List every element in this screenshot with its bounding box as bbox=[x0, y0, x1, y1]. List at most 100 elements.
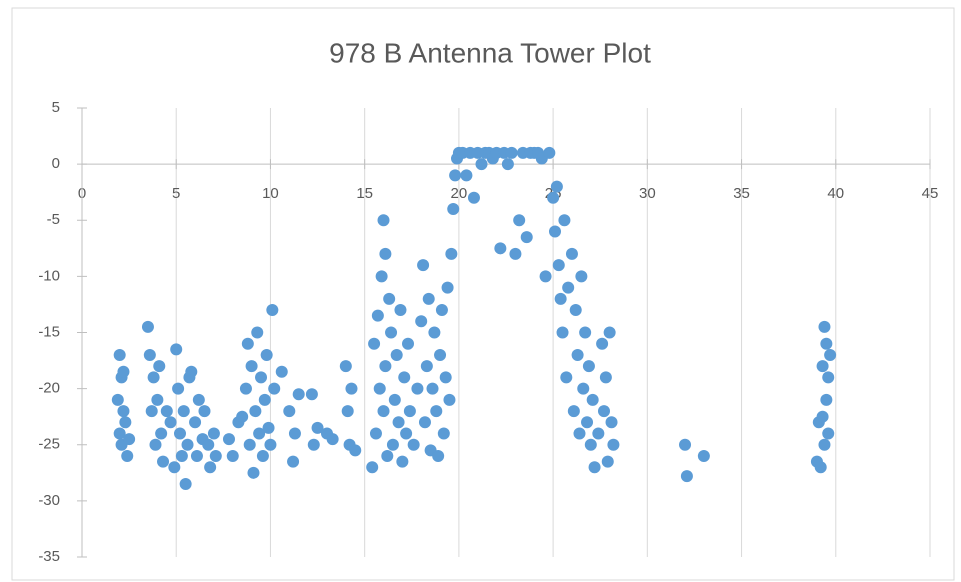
data-point bbox=[816, 360, 829, 373]
data-point bbox=[157, 455, 170, 468]
data-point bbox=[415, 315, 428, 328]
data-point bbox=[147, 371, 160, 384]
data-point bbox=[388, 393, 401, 406]
data-point bbox=[577, 382, 590, 395]
y-tick-label: -20 bbox=[38, 380, 60, 397]
data-point bbox=[422, 292, 435, 305]
data-point bbox=[543, 146, 556, 159]
data-point bbox=[467, 191, 480, 204]
data-point bbox=[588, 461, 601, 474]
data-point bbox=[258, 393, 271, 406]
data-point bbox=[371, 309, 384, 322]
data-point bbox=[447, 203, 460, 216]
data-point bbox=[305, 388, 318, 401]
data-point bbox=[155, 427, 168, 440]
data-point bbox=[434, 348, 447, 361]
data-point bbox=[247, 466, 260, 479]
data-point bbox=[245, 360, 258, 373]
data-point bbox=[190, 449, 203, 462]
data-point bbox=[379, 247, 392, 260]
data-point bbox=[818, 438, 831, 451]
data-point bbox=[239, 382, 252, 395]
data-point bbox=[373, 382, 386, 395]
data-point bbox=[366, 461, 379, 474]
data-point bbox=[679, 438, 692, 451]
data-point bbox=[816, 410, 829, 423]
data-point bbox=[407, 438, 420, 451]
data-point bbox=[558, 214, 571, 227]
data-point bbox=[177, 405, 190, 418]
data-point bbox=[241, 337, 254, 350]
data-point bbox=[520, 231, 533, 244]
data-point bbox=[121, 449, 134, 462]
data-point bbox=[822, 427, 835, 440]
data-point bbox=[307, 438, 320, 451]
data-point bbox=[164, 416, 177, 429]
data-point bbox=[113, 348, 126, 361]
data-point bbox=[170, 343, 183, 356]
data-point bbox=[375, 270, 388, 283]
data-point bbox=[439, 371, 452, 384]
data-point bbox=[369, 427, 382, 440]
y-tick-label: 0 bbox=[52, 155, 60, 172]
data-point bbox=[820, 337, 833, 350]
data-point bbox=[151, 393, 164, 406]
data-point bbox=[377, 214, 390, 227]
x-tick-label: 40 bbox=[827, 185, 844, 202]
data-point bbox=[573, 427, 586, 440]
data-point bbox=[579, 326, 592, 339]
data-point bbox=[262, 421, 275, 434]
data-point bbox=[398, 371, 411, 384]
data-point bbox=[428, 326, 441, 339]
data-point bbox=[554, 292, 567, 305]
data-point bbox=[249, 405, 262, 418]
data-point bbox=[539, 270, 552, 283]
y-tick-label: -5 bbox=[47, 211, 60, 228]
data-point bbox=[288, 427, 301, 440]
y-tick-label: 5 bbox=[52, 99, 60, 116]
data-point bbox=[396, 455, 409, 468]
data-point bbox=[149, 438, 162, 451]
data-point bbox=[820, 393, 833, 406]
data-point bbox=[822, 371, 835, 384]
data-point bbox=[394, 304, 407, 317]
y-tick-label: -25 bbox=[38, 436, 60, 453]
data-point bbox=[377, 405, 390, 418]
data-point bbox=[311, 421, 324, 434]
data-point bbox=[209, 449, 222, 462]
data-point bbox=[605, 416, 618, 429]
x-tick-label: 45 bbox=[922, 185, 939, 202]
data-point bbox=[571, 348, 584, 361]
data-point bbox=[341, 405, 354, 418]
x-tick-label: 5 bbox=[172, 185, 180, 202]
data-point bbox=[680, 470, 693, 483]
data-point bbox=[204, 461, 217, 474]
data-point bbox=[509, 247, 522, 260]
data-point bbox=[226, 449, 239, 462]
data-point bbox=[117, 405, 130, 418]
data-point bbox=[268, 382, 281, 395]
data-point bbox=[160, 405, 173, 418]
data-point bbox=[119, 416, 132, 429]
y-tick-label: -35 bbox=[38, 548, 60, 565]
data-point bbox=[513, 214, 526, 227]
data-point bbox=[326, 433, 339, 446]
data-point bbox=[111, 393, 124, 406]
data-point bbox=[392, 416, 405, 429]
x-tick-label: 10 bbox=[262, 185, 279, 202]
data-point bbox=[441, 281, 454, 294]
data-point bbox=[202, 438, 215, 451]
data-point bbox=[181, 438, 194, 451]
data-point bbox=[596, 337, 609, 350]
data-point bbox=[547, 191, 560, 204]
data-point bbox=[494, 242, 507, 255]
data-point bbox=[185, 365, 198, 378]
data-point bbox=[565, 247, 578, 260]
data-point bbox=[581, 416, 594, 429]
data-point bbox=[548, 225, 561, 238]
data-point bbox=[255, 371, 268, 384]
data-point bbox=[264, 438, 277, 451]
y-tick-label: -30 bbox=[38, 492, 60, 509]
data-point bbox=[603, 326, 616, 339]
